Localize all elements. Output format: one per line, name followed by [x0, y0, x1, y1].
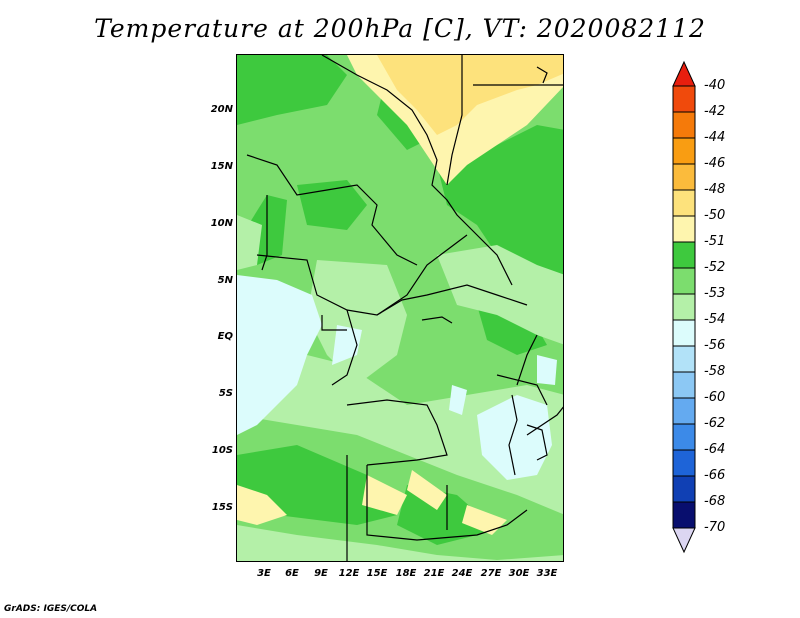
colorbar-bottom-triangle: [672, 527, 696, 554]
lon-label-33e: 33E: [536, 568, 558, 579]
colorbar-label: -42: [704, 104, 726, 119]
colorbar-swatch: [672, 449, 696, 477]
colorbar-swatch: [672, 319, 696, 347]
colorbar: [672, 60, 696, 554]
colorbar-label: -44: [704, 130, 726, 145]
colorbar-label: -52: [704, 260, 726, 275]
colorbar-swatch: [672, 85, 696, 113]
temperature-map: [236, 54, 564, 562]
colorbar-label: -58: [704, 364, 726, 379]
colorbar-swatch: [672, 293, 696, 321]
colorbar-swatch: [672, 215, 696, 243]
colorbar-swatch: [672, 163, 696, 191]
country-borders: [246, 55, 563, 561]
colorbar-label: -66: [704, 468, 726, 483]
fill-band-50: [377, 55, 563, 135]
grads-credit: GrADS: IGES/COLA: [4, 604, 98, 614]
lon-label-27e: 27E: [480, 568, 502, 579]
lon-label-21e: 21E: [423, 568, 445, 579]
colorbar-swatch: [672, 345, 696, 373]
lon-label-3e: 3E: [257, 568, 271, 579]
map-svg: [237, 55, 563, 561]
fill-band-54: [237, 215, 563, 561]
colorbar-swatch: [672, 397, 696, 425]
lon-label-15e: 15E: [366, 568, 388, 579]
colorbar-swatch: [672, 189, 696, 217]
lat-label-5s: 5S: [218, 388, 233, 399]
colorbar-label: -64: [704, 442, 726, 457]
colorbar-label: -51: [704, 234, 726, 249]
colorbar-swatch: [672, 475, 696, 503]
colorbar-label: -40: [704, 78, 726, 93]
colorbar-top-triangle: [672, 60, 696, 87]
lat-label-15s: 15S: [211, 502, 233, 513]
lake-outlines: [421, 66, 548, 476]
lat-label-10s: 10S: [211, 445, 233, 456]
lon-label-9e: 9E: [314, 568, 328, 579]
lat-label-eq: EQ: [217, 331, 233, 342]
colorbar-label: -53: [704, 286, 726, 301]
chart-title: Temperature at 200hPa [C], VT: 202008211…: [94, 14, 706, 43]
colorbar-swatch: [672, 371, 696, 399]
colorbar-swatches: [672, 60, 696, 554]
lat-label-10n: 10N: [210, 218, 233, 229]
colorbar-label: -48: [704, 182, 726, 197]
colorbar-swatch: [672, 241, 696, 269]
lon-label-18e: 18E: [395, 568, 417, 579]
lon-label-12e: 12E: [338, 568, 360, 579]
lon-label-6e: 6E: [285, 568, 299, 579]
colorbar-label: -54: [704, 312, 726, 327]
lon-label-24e: 24E: [451, 568, 473, 579]
colorbar-swatch: [672, 423, 696, 451]
lon-label-30e: 30E: [508, 568, 530, 579]
colorbar-label: -62: [704, 416, 726, 431]
lat-label-5n: 5N: [217, 275, 233, 286]
colorbar-label: -70: [704, 520, 726, 535]
colorbar-label: -68: [704, 494, 726, 509]
lat-label-15n: 15N: [210, 161, 233, 172]
colorbar-label: -50: [704, 208, 726, 223]
colorbar-label: -46: [704, 156, 726, 171]
colorbar-swatch: [672, 267, 696, 295]
lat-label-20n: 20N: [210, 104, 233, 115]
colorbar-label: -60: [704, 390, 726, 405]
colorbar-label: -56: [704, 338, 726, 353]
colorbar-swatch: [672, 111, 696, 139]
colorbar-swatch: [672, 501, 696, 529]
colorbar-swatch: [672, 137, 696, 165]
